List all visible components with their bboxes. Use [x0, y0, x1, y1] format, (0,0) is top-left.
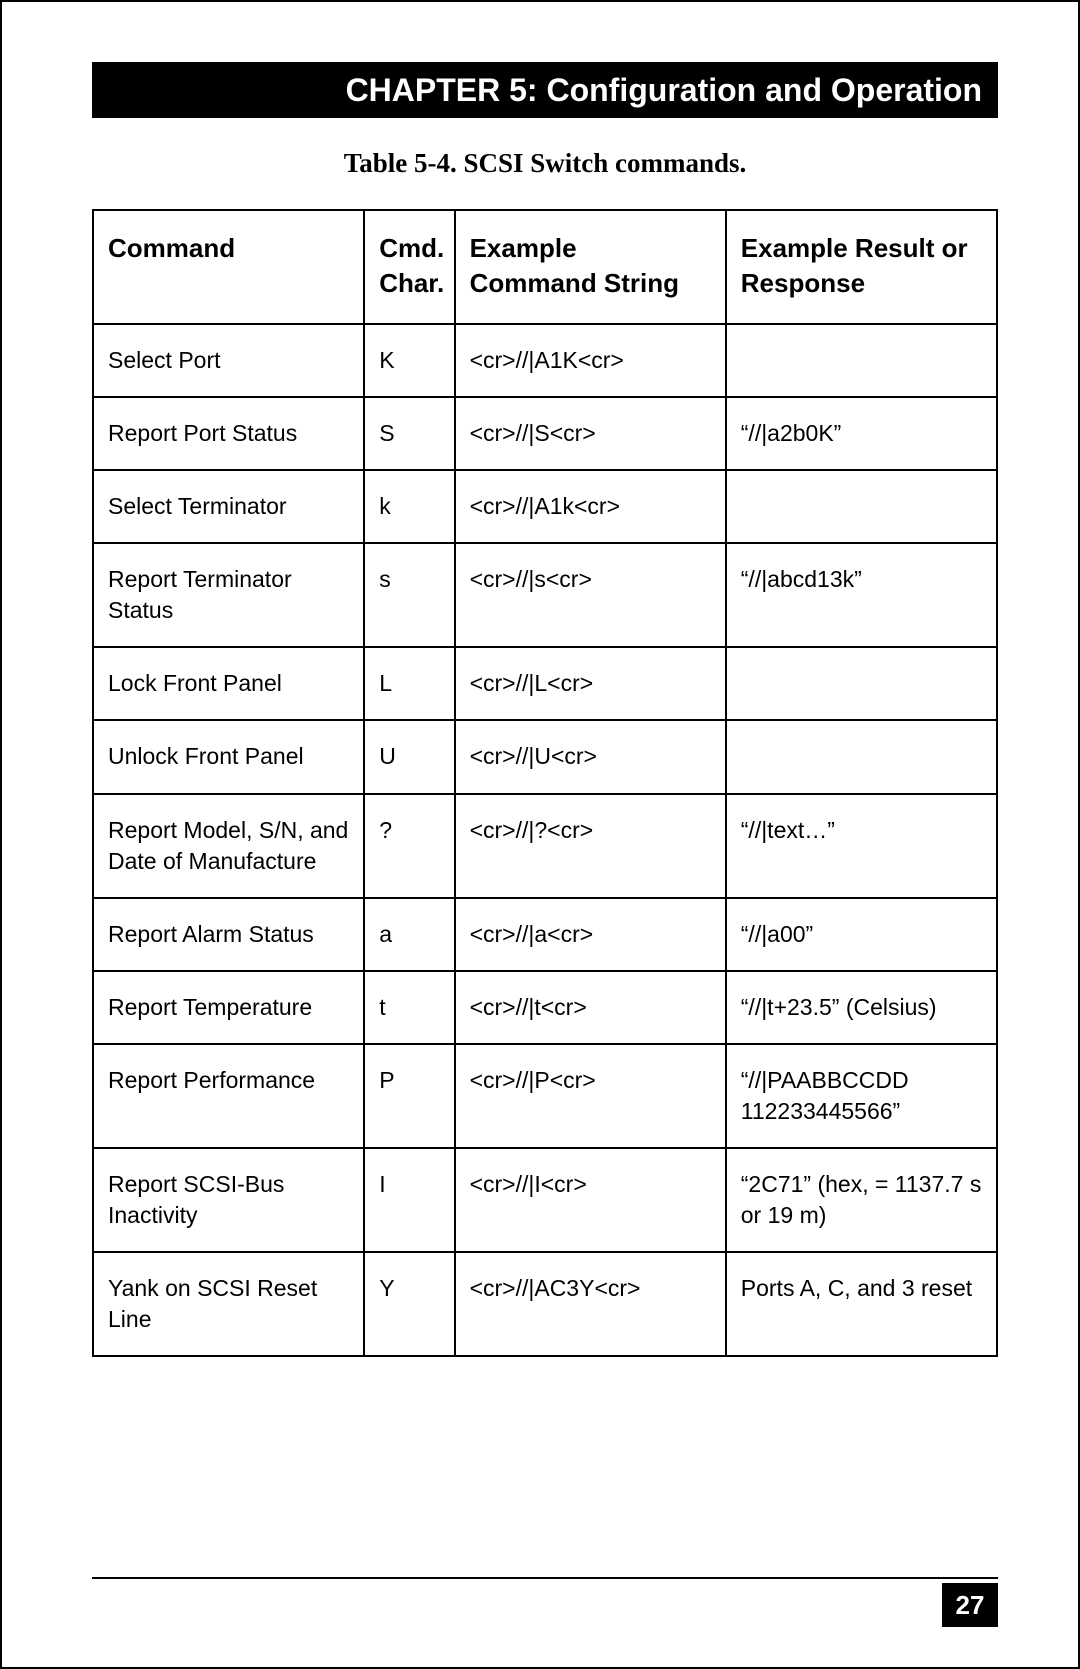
table-body: Select Port K <cr>//|A1K<cr> Report Port… [93, 324, 997, 1356]
cell-command: Report Temperature [93, 971, 364, 1044]
cell-example: <cr>//|U<cr> [455, 720, 726, 793]
table-row: Select Terminator k <cr>//|A1k<cr> [93, 470, 997, 543]
cell-command: Report Model, S/N, and Date of Manufactu… [93, 794, 364, 898]
col-cmd-char: Cmd. Char. [364, 210, 454, 324]
page-number: 27 [956, 1590, 985, 1621]
table-row: Lock Front Panel L <cr>//|L<cr> [93, 647, 997, 720]
cell-command: Report Performance [93, 1044, 364, 1148]
table-row: Report Performance P <cr>//|P<cr> “//|PA… [93, 1044, 997, 1148]
cell-char: ? [364, 794, 454, 898]
col-example: Example Command String [455, 210, 726, 324]
col-result: Example Result or Response [726, 210, 997, 324]
cell-result [726, 647, 997, 720]
cell-result: “//|t+23.5” (Celsius) [726, 971, 997, 1044]
page-number-box: 27 [942, 1583, 998, 1627]
cell-result: “//|abcd13k” [726, 543, 997, 647]
cell-command: Unlock Front Panel [93, 720, 364, 793]
commands-table: Command Cmd. Char. Example Command Strin… [92, 209, 998, 1357]
cell-command: Yank on SCSI Reset Line [93, 1252, 364, 1356]
cell-result [726, 470, 997, 543]
table-row: Report SCSI-Bus Inactivity I <cr>//|I<cr… [93, 1148, 997, 1252]
cell-char: s [364, 543, 454, 647]
cell-char: Y [364, 1252, 454, 1356]
cell-result: “//|PAABBCCDD 112233445566” [726, 1044, 997, 1148]
table-row: Report Port Status S <cr>//|S<cr> “//|a2… [93, 397, 997, 470]
cell-example: <cr>//|L<cr> [455, 647, 726, 720]
cell-char: S [364, 397, 454, 470]
cell-command: Select Port [93, 324, 364, 397]
cell-result: “2C71” (hex, = 1137.7 s or 19 m) [726, 1148, 997, 1252]
table-row: Report Alarm Status a <cr>//|a<cr> “//|a… [93, 898, 997, 971]
table-row: Yank on SCSI Reset Line Y <cr>//|AC3Y<cr… [93, 1252, 997, 1356]
table-caption: Table 5-4. SCSI Switch commands. [92, 148, 998, 179]
cell-char: I [364, 1148, 454, 1252]
cell-example: <cr>//|t<cr> [455, 971, 726, 1044]
table-row: Report Model, S/N, and Date of Manufactu… [93, 794, 997, 898]
cell-char: a [364, 898, 454, 971]
cell-example: <cr>//|A1K<cr> [455, 324, 726, 397]
cell-result [726, 720, 997, 793]
table-row: Report Temperature t <cr>//|t<cr> “//|t+… [93, 971, 997, 1044]
table-header-row: Command Cmd. Char. Example Command Strin… [93, 210, 997, 324]
cell-result: Ports A, C, and 3 reset [726, 1252, 997, 1356]
page: CHAPTER 5: Configuration and Operation T… [0, 0, 1080, 1669]
cell-char: t [364, 971, 454, 1044]
table-row: Unlock Front Panel U <cr>//|U<cr> [93, 720, 997, 793]
table-row: Report Terminator Status s <cr>//|s<cr> … [93, 543, 997, 647]
cell-result: “//|a00” [726, 898, 997, 971]
cell-command: Report Alarm Status [93, 898, 364, 971]
cell-command: Select Terminator [93, 470, 364, 543]
cell-command: Lock Front Panel [93, 647, 364, 720]
cell-command: Report Terminator Status [93, 543, 364, 647]
cell-char: K [364, 324, 454, 397]
cell-example: <cr>//|a<cr> [455, 898, 726, 971]
cell-example: <cr>//|I<cr> [455, 1148, 726, 1252]
cell-result: “//|a2b0K” [726, 397, 997, 470]
cell-char: k [364, 470, 454, 543]
cell-char: U [364, 720, 454, 793]
cell-result [726, 324, 997, 397]
chapter-bar: CHAPTER 5: Configuration and Operation [92, 62, 998, 118]
cell-command: Report Port Status [93, 397, 364, 470]
table-row: Select Port K <cr>//|A1K<cr> [93, 324, 997, 397]
cell-char: P [364, 1044, 454, 1148]
cell-result: “//|text…” [726, 794, 997, 898]
cell-example: <cr>//|?<cr> [455, 794, 726, 898]
cell-example: <cr>//|A1k<cr> [455, 470, 726, 543]
cell-example: <cr>//|AC3Y<cr> [455, 1252, 726, 1356]
cell-example: <cr>//|s<cr> [455, 543, 726, 647]
cell-command: Report SCSI-Bus Inactivity [93, 1148, 364, 1252]
cell-example: <cr>//|S<cr> [455, 397, 726, 470]
col-command: Command [93, 210, 364, 324]
chapter-title: CHAPTER 5: Configuration and Operation [346, 72, 982, 109]
footer-rule [92, 1577, 998, 1579]
cell-char: L [364, 647, 454, 720]
cell-example: <cr>//|P<cr> [455, 1044, 726, 1148]
